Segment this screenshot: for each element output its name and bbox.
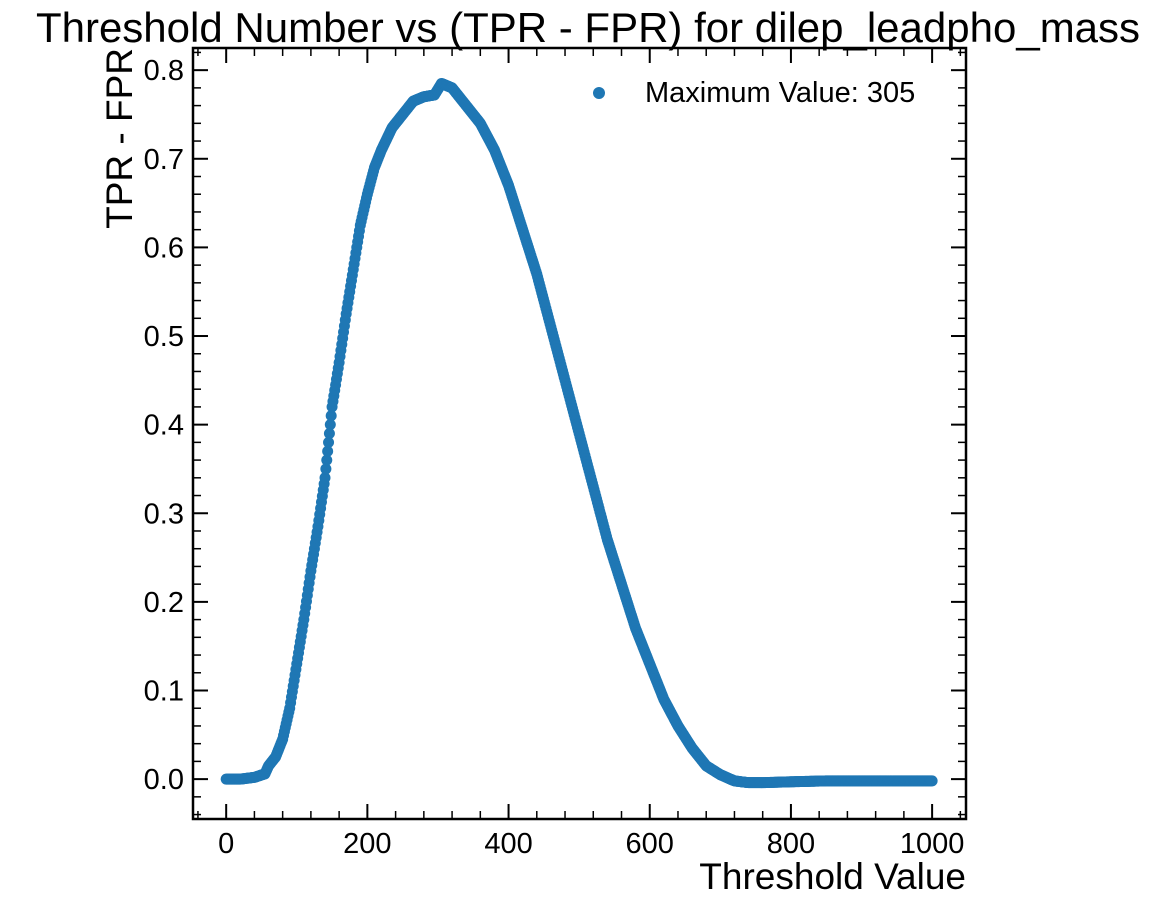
y-tick-label: 0.4 [144, 410, 184, 442]
x-tick-label: 600 [626, 828, 674, 860]
scatter-point [325, 410, 337, 422]
plot-frame [191, 46, 968, 821]
y-tick-label: 0.5 [144, 321, 184, 353]
legend: Maximum Value: 305 [593, 77, 915, 109]
x-tick-label: 400 [484, 828, 532, 860]
x-axis-label: Threshold Value [699, 856, 966, 897]
scatter-point [323, 436, 335, 448]
scatter-point [321, 454, 333, 466]
y-tick-label: 0.0 [144, 764, 184, 796]
scatter-point [926, 775, 938, 787]
y-tick-label: 0.7 [144, 144, 184, 176]
scatter-point [322, 445, 334, 457]
scatter-point [319, 472, 331, 484]
legend-marker [593, 87, 605, 99]
axis-ticks: 0 200 400 600 800 1000 0.0 0.1 0.2 0.3 0.4 0.5 0.6 0.… [144, 48, 966, 860]
legend-entry: Maximum Value: 305 [645, 77, 915, 109]
chart-title: Threshold Number vs (TPR - FPR) for dile… [36, 4, 1140, 51]
plot-marks [220, 77, 938, 789]
y-tick-label: 0.6 [144, 232, 184, 264]
y-axis-label: TPR - FPR [99, 48, 140, 229]
x-tick-label: 800 [767, 828, 815, 860]
y-tick-label: 0.3 [144, 498, 184, 530]
scatter-point [320, 463, 332, 475]
x-tick-label: 0 [218, 828, 234, 860]
y-tick-label: 0.8 [144, 55, 184, 87]
y-tick-label: 0.1 [144, 676, 184, 708]
scatter-point [323, 428, 335, 439]
x-tick-label: 200 [343, 828, 391, 860]
scatter-point [324, 419, 336, 431]
y-tick-label: 0.2 [144, 587, 184, 619]
x-tick-label: 1000 [900, 828, 965, 860]
